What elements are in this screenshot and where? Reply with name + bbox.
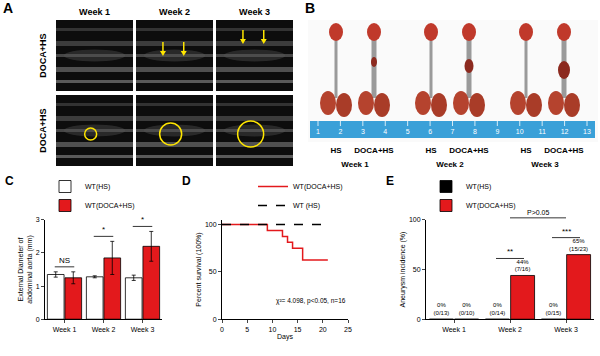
svg-text:5: 5 bbox=[245, 326, 249, 333]
svg-text:WT(DOCA+HS): WT(DOCA+HS) bbox=[466, 202, 516, 210]
svg-text:9: 9 bbox=[495, 128, 499, 135]
svg-text:6: 6 bbox=[428, 128, 432, 135]
svg-text:Week 2: Week 2 bbox=[92, 326, 116, 333]
svg-text:External Diameter ofabdominal: External Diameter ofabdominal aorta (mm) bbox=[17, 235, 34, 303]
svg-text:Week 1: Week 1 bbox=[79, 7, 110, 17]
svg-text:Week 1: Week 1 bbox=[53, 326, 77, 333]
svg-text:11: 11 bbox=[539, 128, 546, 135]
svg-text:1: 1 bbox=[36, 283, 40, 290]
svg-text:Week 3: Week 3 bbox=[531, 160, 559, 169]
svg-text:Percent survival (100%): Percent survival (100%) bbox=[195, 232, 203, 306]
svg-text:4: 4 bbox=[383, 128, 387, 135]
svg-text:44%(7/16): 44%(7/16) bbox=[515, 259, 531, 273]
svg-text:2: 2 bbox=[338, 128, 342, 135]
svg-text:HS: HS bbox=[520, 146, 532, 155]
svg-text:C: C bbox=[5, 174, 14, 188]
svg-text:13: 13 bbox=[583, 128, 591, 135]
svg-text:Week 1: Week 1 bbox=[341, 160, 369, 169]
svg-text:Aneurysm incidence (%): Aneurysm incidence (%) bbox=[399, 232, 407, 308]
svg-text:E: E bbox=[386, 174, 394, 188]
svg-text:A: A bbox=[3, 0, 13, 16]
svg-text:WT(DOCA+HS): WT(DOCA+HS) bbox=[85, 202, 135, 210]
svg-text:Days: Days bbox=[277, 333, 293, 341]
svg-text:3: 3 bbox=[36, 216, 40, 223]
svg-text:Week 1: Week 1 bbox=[442, 326, 466, 333]
svg-text:DOCA+HS: DOCA+HS bbox=[449, 146, 489, 155]
svg-text:8: 8 bbox=[473, 128, 477, 135]
svg-text:Week 3: Week 3 bbox=[554, 326, 578, 333]
svg-text:0%(0/10): 0%(0/10) bbox=[459, 302, 475, 316]
svg-text:7: 7 bbox=[451, 128, 455, 135]
svg-text:20: 20 bbox=[319, 326, 327, 333]
svg-text:25: 25 bbox=[344, 326, 352, 333]
svg-text:WT (HS): WT (HS) bbox=[293, 202, 320, 210]
svg-text:WT(HS): WT(HS) bbox=[466, 183, 491, 191]
svg-text:B: B bbox=[305, 0, 315, 16]
svg-text:WT(DOCA+HS): WT(DOCA+HS) bbox=[293, 183, 343, 191]
svg-text:DOCA+HS: DOCA+HS bbox=[544, 146, 584, 155]
svg-text:0: 0 bbox=[213, 316, 217, 323]
svg-text:50: 50 bbox=[209, 268, 217, 275]
svg-text:χ²= 4.098, p<0.05, n=16: χ²= 4.098, p<0.05, n=16 bbox=[276, 297, 346, 305]
svg-text:0%(0/15): 0%(0/15) bbox=[546, 302, 562, 316]
svg-text:DOCA+HS: DOCA+HS bbox=[354, 146, 394, 155]
svg-text:Week 2: Week 2 bbox=[159, 7, 190, 17]
svg-text:12: 12 bbox=[561, 128, 569, 135]
svg-text:0: 0 bbox=[417, 316, 421, 323]
svg-text:5: 5 bbox=[406, 128, 410, 135]
svg-text:DOCA+HS: DOCA+HS bbox=[38, 33, 48, 77]
svg-text:HS: HS bbox=[330, 146, 342, 155]
svg-text:100: 100 bbox=[409, 216, 421, 223]
svg-text:P>0.05: P>0.05 bbox=[527, 209, 549, 216]
svg-text:*: * bbox=[102, 225, 105, 234]
svg-text:0%(0/14): 0%(0/14) bbox=[490, 302, 506, 316]
svg-text:Week 3: Week 3 bbox=[239, 7, 270, 17]
svg-text:3: 3 bbox=[361, 128, 365, 135]
svg-text:Week 2: Week 2 bbox=[436, 160, 464, 169]
svg-text:0: 0 bbox=[36, 316, 40, 323]
svg-text:65%(15/23): 65%(15/23) bbox=[569, 238, 588, 252]
svg-text:HS: HS bbox=[425, 146, 437, 155]
svg-text:D: D bbox=[182, 174, 191, 188]
svg-text:NS: NS bbox=[59, 256, 70, 265]
svg-text:10: 10 bbox=[269, 326, 277, 333]
svg-text:DOCA+HS: DOCA+HS bbox=[38, 108, 48, 152]
svg-text:0: 0 bbox=[220, 326, 224, 333]
svg-text:10: 10 bbox=[516, 128, 524, 135]
svg-text:*: * bbox=[141, 215, 144, 224]
svg-text:Week 2: Week 2 bbox=[498, 326, 522, 333]
svg-text:100: 100 bbox=[205, 221, 217, 228]
svg-text:1: 1 bbox=[316, 128, 320, 135]
svg-text:***: *** bbox=[562, 227, 571, 236]
svg-text:50: 50 bbox=[413, 266, 421, 273]
svg-text:2: 2 bbox=[36, 249, 40, 256]
svg-text:Week 3: Week 3 bbox=[131, 326, 155, 333]
svg-text:**: ** bbox=[507, 247, 513, 256]
svg-text:WT(HS): WT(HS) bbox=[85, 183, 110, 191]
svg-text:0%(0/13): 0%(0/13) bbox=[434, 302, 450, 316]
svg-text:15: 15 bbox=[294, 326, 302, 333]
